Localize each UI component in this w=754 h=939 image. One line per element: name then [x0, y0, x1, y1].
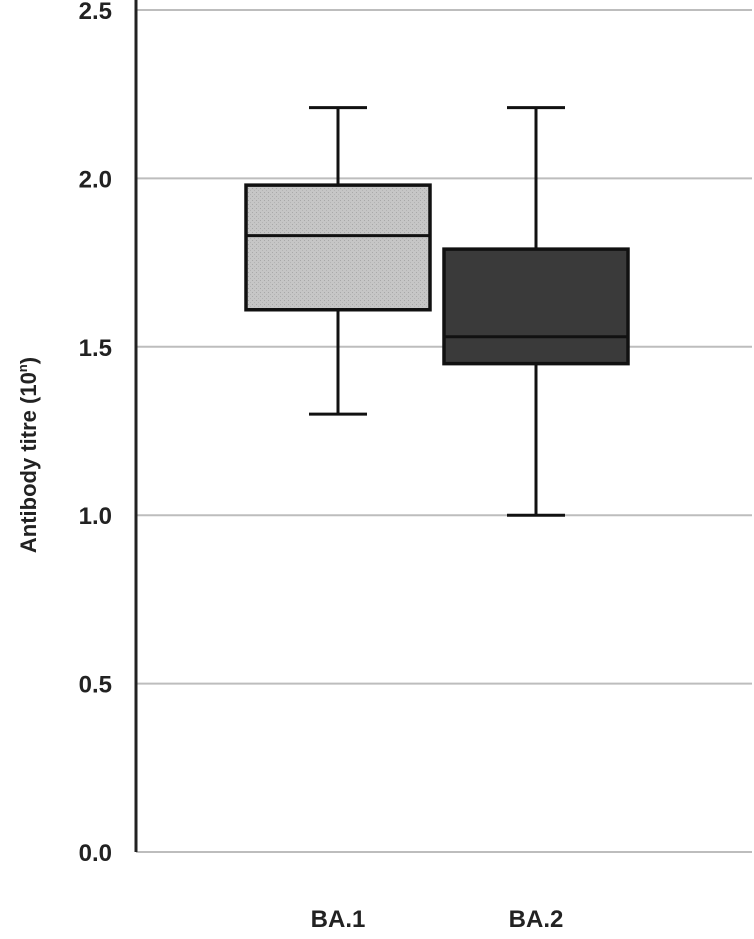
boxes [244, 106, 630, 517]
iqr-box [442, 247, 630, 366]
y-axis-title-main: Antibody titre (10 [16, 372, 41, 553]
x-category-label: BA.2 [509, 906, 564, 933]
y-tick-label: 0.0 [79, 840, 112, 867]
y-tick-label: 2.0 [79, 166, 112, 193]
box-ba-2 [442, 106, 630, 517]
y-axis-title: Antibody titre (10n) [15, 357, 41, 553]
y-axis [134, 0, 752, 853]
y-tick-label: 0.5 [79, 672, 112, 699]
box-ba-1 [244, 106, 432, 416]
x-category-label: BA.1 [311, 906, 366, 933]
y-tick-label: 1.5 [79, 335, 112, 362]
y-tick-label: 1.0 [79, 503, 112, 530]
y-tick-label: 2.5 [79, 0, 112, 25]
y-axis-title-suffix: ) [16, 357, 41, 364]
y-axis-title-superscript: n [15, 364, 30, 372]
iqr-box [244, 183, 432, 312]
labels: 0.0 0.5 1.0 1.5 2.0 2.5 BA.1 BA.2 [79, 0, 564, 933]
